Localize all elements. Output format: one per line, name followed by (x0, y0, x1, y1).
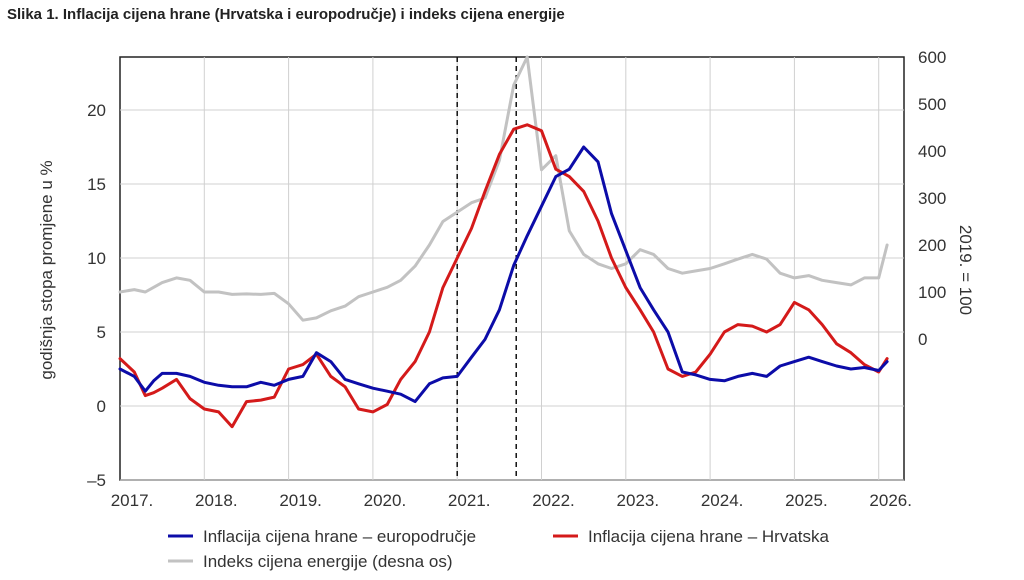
left-tick-label-0: –5 (87, 471, 106, 490)
x-tick-label-0: 2017. (111, 491, 154, 510)
right-tick-label-3: 300 (918, 189, 946, 208)
x-tick-label-7: 2024. (701, 491, 744, 510)
series-lines (118, 55, 889, 429)
series-line-energy (118, 55, 889, 322)
x-tick-label-5: 2022. (532, 491, 575, 510)
x-tick-label-9: 2026. (869, 491, 912, 510)
right-tick-label-5: 500 (918, 95, 946, 114)
left-tick-label-4: 15 (87, 175, 106, 194)
legend: Inflacija cijena hrane – europodručje In… (168, 527, 830, 571)
x-tick-label-6: 2023. (617, 491, 660, 510)
right-tick-label-0: 0 (918, 330, 927, 349)
right-tick-label-4: 400 (918, 142, 946, 161)
legend-label-energy: Indeks cijena energije (desna os) (203, 552, 452, 571)
right-axis-ticks: 0 100 200 300 400 500 600 (918, 48, 946, 349)
right-tick-label-2: 200 (918, 236, 946, 255)
legend-label-hr: Inflacija cijena hrane – Hrvatska (588, 527, 830, 546)
left-axis-ticks: –5 0 5 10 15 20 (87, 101, 106, 490)
y-axis-right-title: 2019. = 100 (956, 225, 975, 315)
y-axis-left-title: godišnja stopa promjene u % (37, 160, 56, 379)
x-tick-label-4: 2021. (448, 491, 491, 510)
x-tick-label-3: 2020. (364, 491, 407, 510)
left-tick-label-1: 0 (97, 397, 106, 416)
x-axis-ticks: 2017. 2018. 2019. 2020. 2021. 2022. 2023. 2024.… (111, 491, 912, 510)
left-tick-label-2: 5 (97, 323, 106, 342)
figure-title: Slika 1. Inflacija cijena hrane (Hrvatsk… (7, 6, 565, 23)
series-line-hr (118, 123, 889, 429)
left-tick-label-5: 20 (87, 101, 106, 120)
right-tick-label-6: 600 (918, 48, 946, 67)
series-line-euro (118, 145, 889, 404)
right-tick-label-1: 100 (918, 283, 946, 302)
left-tick-label-3: 10 (87, 249, 106, 268)
x-tick-label-8: 2025. (785, 491, 828, 510)
legend-label-euro: Inflacija cijena hrane – europodručje (203, 527, 476, 546)
x-tick-label-1: 2018. (195, 491, 238, 510)
x-tick-label-2: 2019. (279, 491, 322, 510)
vertical-markers (456, 57, 517, 480)
gridlines (120, 57, 904, 481)
